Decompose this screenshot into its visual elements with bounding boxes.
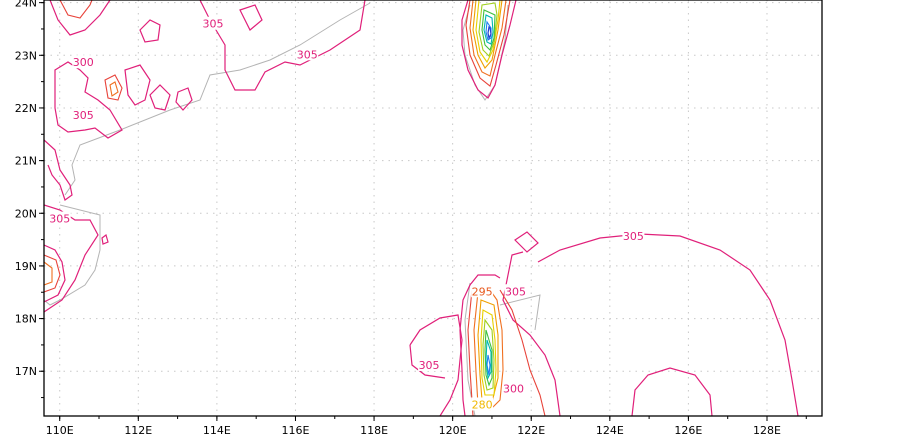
contour-label-bg: [504, 284, 527, 298]
y-tick-label: 22N: [15, 102, 37, 115]
y-tick-label: 24N: [15, 0, 37, 10]
contour-label: 305: [419, 359, 440, 372]
contour-label-bg: [622, 228, 645, 242]
contour-label-bg: [72, 107, 95, 121]
x-tick-label: 120E: [439, 424, 467, 437]
plot-frame: [43, 0, 823, 417]
contour-label-bg: [296, 47, 319, 61]
y-tick-label: 17N: [15, 365, 37, 378]
x-tick-label: 112E: [124, 424, 152, 437]
contour-label: 305: [297, 48, 318, 61]
contour-label: 305: [49, 213, 70, 226]
contour-label-bg: [201, 16, 224, 30]
contours-295: [44, 0, 507, 411]
x-tick-label: 110E: [46, 424, 74, 437]
contours-260: [487, 25, 492, 40]
x-tick-label: 118E: [360, 424, 388, 437]
contour-label: 305: [73, 109, 94, 122]
y-tick-label: 23N: [15, 49, 37, 62]
graticule-grid: [44, 0, 822, 416]
x-tick-label: 114E: [203, 424, 231, 437]
y-tick-label: 21N: [15, 155, 37, 168]
contour-label: 300: [73, 56, 94, 69]
contour-label-bg: [72, 55, 95, 69]
contour-label: 280: [472, 398, 493, 411]
contour-label-bg: [471, 397, 494, 411]
y-tick-label: 18N: [15, 313, 37, 326]
contour-label-bg: [502, 381, 525, 395]
contour-label-bg: [418, 357, 441, 371]
y-axis: 24N 23N 22N 21N 20N 19N 18N 17N: [15, 0, 44, 399]
contours-285: [475, 0, 501, 396]
x-tick-label: 128E: [753, 424, 781, 437]
x-tick-label: 116E: [281, 424, 309, 437]
contour-label: 305: [623, 230, 644, 243]
contours-265: [485, 20, 492, 376]
contours-300: [44, 0, 546, 416]
x-axis: 110E 112E 114E 116E 118E 120E 122E 124E 126E 128E: [46, 416, 807, 437]
contour-label: 300: [503, 383, 524, 396]
y-tick-label: 20N: [15, 207, 37, 220]
contours-305: [44, 0, 799, 416]
y-tick-label: 19N: [15, 260, 37, 273]
contour-label: 295: [472, 285, 493, 298]
contours-275: [481, 9, 496, 387]
x-tick-label: 126E: [674, 424, 702, 437]
contour-label: 305: [505, 285, 526, 298]
coastline: [44, 2, 541, 416]
contour-label-bg: [48, 211, 71, 225]
contours-280: [478, 2, 498, 391]
contour-label: 305: [202, 18, 223, 31]
x-tick-label: 124E: [596, 424, 624, 437]
contour-labels: 305 305 300 305 305 305 295 305 305 300 280: [48, 16, 645, 411]
contour-label-bg: [471, 284, 494, 298]
x-tick-label: 122E: [517, 424, 545, 437]
